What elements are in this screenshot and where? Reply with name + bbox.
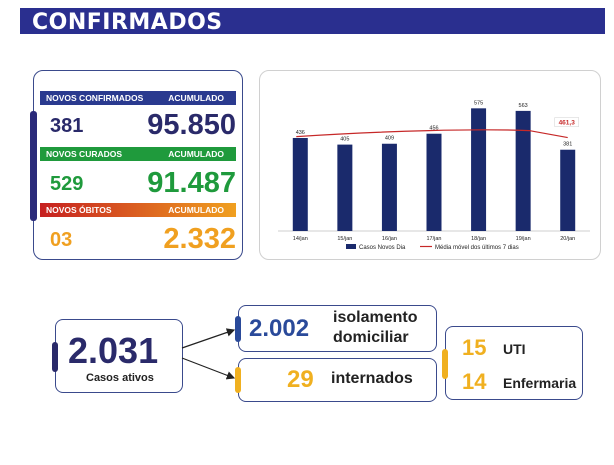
arrow-to-internados (181, 357, 236, 380)
arrow-to-isolamento (181, 328, 236, 349)
hospital-breakdown-box: 15 UTI 14 Enfermaria (442, 326, 583, 400)
chart-svg: 436 14/jan 405 15/jan 409 16/jan 456 17/jan 575 1… (278, 100, 590, 251)
header-banner: CONFIRMADOS (20, 8, 605, 35)
x-tick-label: 18/jan (471, 236, 486, 242)
bar-data-label: 575 (474, 100, 483, 106)
isolamento-accent (235, 316, 241, 342)
obitos-header: NOVOS ÓBITOS ACUMULADO (40, 203, 236, 217)
bar-data-label: 563 (519, 103, 528, 109)
x-tick-label: 17/jan (427, 236, 442, 242)
active-cases-box: 2.031 Casos ativos (52, 319, 183, 393)
cases-chart: 436 14/jan 405 15/jan 409 16/jan 456 17/jan 575 1… (259, 70, 601, 260)
confirmados-label: NOVOS CONFIRMADOS (46, 93, 144, 103)
active-cases-value: 2.031 (68, 330, 159, 371)
obitos-label: NOVOS ÓBITOS (46, 205, 112, 215)
bar-15/jan (337, 144, 353, 231)
curados-header: NOVOS CURADOS ACUMULADO (40, 147, 236, 161)
bar-20/jan (560, 149, 576, 231)
isolamento-label-line2: domiciliar (333, 329, 409, 346)
isolamento-box: 2.002 isolamento domiciliar (235, 305, 437, 352)
bar-18/jan (471, 108, 487, 231)
isolamento-label-line1: isolamento (333, 309, 418, 326)
active-cases-accent (52, 342, 58, 372)
x-tick-label: 14/jan (293, 236, 308, 242)
bar-14/jan (292, 137, 308, 231)
stats-panel: NOVOS CONFIRMADOS ACUMULADO 381 95.850 N… (30, 70, 243, 260)
hospital-breakdown-accent (442, 349, 448, 379)
curados-label: NOVOS CURADOS (46, 149, 123, 159)
bar-17/jan (426, 133, 442, 231)
enfermaria-value: 14 (462, 369, 487, 394)
x-tick-label: 15/jan (337, 236, 352, 242)
curados-acc-label: ACUMULADO (168, 149, 224, 159)
isolamento-label: isolamento domiciliar (333, 308, 417, 348)
isolamento-value: 2.002 (249, 315, 310, 342)
bar-data-label: 456 (429, 126, 438, 132)
bar-16/jan (381, 143, 397, 231)
uti-value: 15 (462, 335, 487, 360)
bar-data-label: 409 (385, 136, 394, 142)
curados-new: 529 (50, 173, 84, 195)
bar-data-label: 381 (563, 142, 572, 148)
confirmados-acc-label: ACUMULADO (168, 93, 224, 103)
legend-label-bars: Casos Novos Dia (359, 245, 406, 251)
confirmados-total: 95.850 (147, 109, 236, 141)
bar-data-label: 436 (296, 130, 305, 136)
internados-value: 29 (287, 366, 314, 393)
obitos-acc-label: ACUMULADO (168, 205, 224, 215)
page-title: CONFIRMADOS (32, 10, 223, 35)
internados-label: internados (331, 370, 413, 387)
confirmados-header: NOVOS CONFIRMADOS ACUMULADO (40, 91, 236, 105)
x-tick-label: 20/jan (560, 236, 575, 242)
moving-average-line (296, 129, 568, 139)
x-tick-label: 16/jan (382, 236, 397, 242)
uti-label: UTI (503, 341, 526, 357)
bar-data-label: 405 (340, 137, 349, 143)
obitos-new: 03 (50, 229, 73, 251)
enfermaria-label: Enfermaria (503, 375, 577, 391)
moving-average-label: 461,3 (559, 120, 576, 127)
internados-box: 29 internados (235, 358, 437, 402)
legend-swatch-bars (346, 244, 356, 249)
obitos-total: 2.332 (163, 223, 236, 255)
x-tick-label: 19/jan (516, 236, 531, 242)
internados-accent (235, 367, 241, 393)
legend-label-line: Média móvel dos últimos 7 dias (435, 245, 519, 251)
active-cases-label: Casos ativos (86, 372, 154, 384)
bar-19/jan (515, 110, 531, 231)
panel-accent-bar (30, 111, 37, 221)
curados-total: 91.487 (147, 167, 236, 199)
moving-average-label-box (554, 117, 579, 127)
confirmados-new: 381 (50, 115, 84, 137)
